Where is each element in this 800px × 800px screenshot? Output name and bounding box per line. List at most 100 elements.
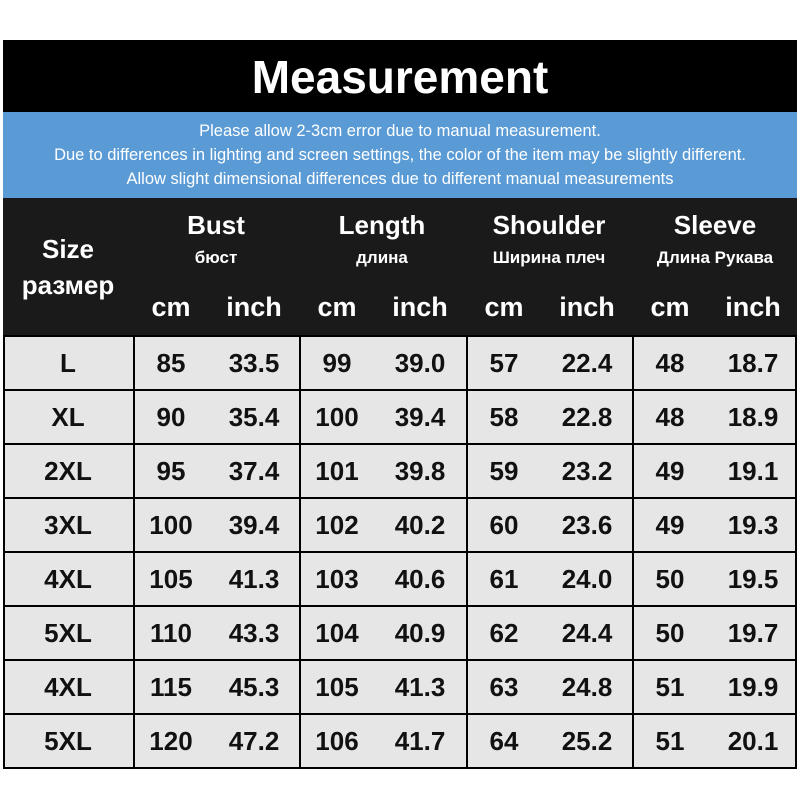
table-row: XL 90 35.4 100 39.4 58 22.8 48 18.9 <box>3 389 797 443</box>
table-header: Size размер Bust бюст cm inch Length длин… <box>3 198 797 335</box>
inch-cell: 19.3 <box>727 510 779 540</box>
divider <box>466 607 468 659</box>
inch-cell: 41.3 <box>394 672 446 702</box>
cm-cell: 50 <box>655 618 685 648</box>
inch-cell: 25.2 <box>561 726 613 756</box>
size-header: Size <box>41 234 95 264</box>
divider <box>299 553 301 605</box>
cm-cell: 49 <box>655 510 685 540</box>
inch-cell: 24.4 <box>561 618 613 648</box>
column-group-subtitle: Ширина плеч <box>492 248 606 267</box>
divider <box>795 499 797 551</box>
cm-cell: 60 <box>489 510 519 540</box>
cm-cell: 51 <box>655 726 685 756</box>
divider <box>299 715 301 767</box>
divider <box>795 607 797 659</box>
inch-cell: 35.4 <box>228 402 280 432</box>
divider <box>795 553 797 605</box>
cm-cell: 100 <box>149 510 193 540</box>
divider <box>466 661 468 713</box>
divider <box>3 607 5 659</box>
divider <box>466 337 468 389</box>
divider <box>632 553 634 605</box>
cm-cell: 102 <box>315 510 359 540</box>
note-line: Allow slight dimensional differences due… <box>126 170 674 188</box>
divider <box>299 661 301 713</box>
divider <box>299 445 301 497</box>
divider <box>466 715 468 767</box>
divider <box>795 661 797 713</box>
inch-cell: 39.4 <box>394 402 446 432</box>
cm-cell: 99 <box>322 348 352 378</box>
divider <box>133 445 135 497</box>
divider <box>632 715 634 767</box>
inch-cell: 19.9 <box>727 672 779 702</box>
size-cell: L <box>60 348 76 378</box>
divider <box>299 337 301 389</box>
cm-cell: 51 <box>655 672 685 702</box>
table-row: 3XL 100 39.4 102 40.2 60 23.6 49 19.3 <box>3 497 797 551</box>
inch-cell: 24.8 <box>561 672 613 702</box>
size-cell: 3XL <box>44 510 92 540</box>
size-cell: 2XL <box>44 456 92 486</box>
cm-cell: 59 <box>489 456 519 486</box>
cm-cell: 110 <box>150 618 192 648</box>
divider <box>795 445 797 497</box>
column-group-title: Shoulder <box>492 210 606 240</box>
table-row: 5XL 120 47.2 106 41.7 64 25.2 51 20.1 <box>3 713 797 769</box>
cm-cell: 57 <box>489 348 519 378</box>
divider <box>795 337 797 389</box>
cm-cell: 62 <box>489 618 519 648</box>
inch-cell: 41.3 <box>228 564 280 594</box>
divider <box>795 715 797 767</box>
cm-cell: 104 <box>315 618 359 648</box>
divider <box>3 499 5 551</box>
inch-cell: 22.8 <box>561 402 613 432</box>
divider <box>299 499 301 551</box>
cm-cell: 63 <box>489 672 519 702</box>
cm-cell: 115 <box>150 672 192 702</box>
inch-cell: 19.7 <box>727 618 779 648</box>
column-group-title: Bust <box>187 210 245 240</box>
cm-cell: 50 <box>655 564 685 594</box>
unit-inch: inch <box>226 292 282 322</box>
chart-title: Measurement <box>3 40 797 112</box>
cm-cell: 48 <box>655 402 685 432</box>
inch-cell: 22.4 <box>561 348 613 378</box>
divider <box>133 661 135 713</box>
divider <box>466 499 468 551</box>
inch-cell: 23.2 <box>561 456 613 486</box>
column-group-subtitle: длина <box>356 248 408 267</box>
divider <box>632 661 634 713</box>
column-group-subtitle: бюст <box>194 248 238 267</box>
cm-cell: 61 <box>489 564 519 594</box>
inch-cell: 39.4 <box>228 510 280 540</box>
cm-cell: 85 <box>156 348 186 378</box>
divider <box>632 499 634 551</box>
notes-banner: Please allow 2-3cm error due to manual m… <box>3 112 797 198</box>
inch-cell: 18.7 <box>727 348 779 378</box>
cm-cell: 120 <box>149 726 193 756</box>
size-table: L 85 33.5 99 39.0 57 22.4 48 18.7 XL 90 35.4 100 39.4… <box>3 335 797 769</box>
cm-cell: 101 <box>315 456 359 486</box>
column-group-title: Length <box>338 210 426 240</box>
inch-cell: 45.3 <box>228 672 280 702</box>
inch-cell: 23.6 <box>561 510 613 540</box>
inch-cell: 39.8 <box>394 456 446 486</box>
table-row: 2XL 95 37.4 101 39.8 59 23.2 49 19.1 <box>3 443 797 497</box>
size-cell: 4XL <box>44 564 92 594</box>
size-cell: XL <box>51 402 85 432</box>
size-cell: 4XL <box>44 672 92 702</box>
note-line: Due to differences in lighting and scree… <box>54 146 746 164</box>
unit-cm: cm <box>484 292 524 322</box>
divider <box>3 391 5 443</box>
divider <box>299 607 301 659</box>
cm-cell: 105 <box>149 564 193 594</box>
divider <box>795 391 797 443</box>
note-line: Please allow 2-3cm error due to manual m… <box>199 122 601 140</box>
divider <box>3 337 5 389</box>
cm-cell: 49 <box>655 456 685 486</box>
divider <box>632 445 634 497</box>
inch-cell: 18.9 <box>727 402 779 432</box>
cm-cell: 95 <box>156 456 186 486</box>
